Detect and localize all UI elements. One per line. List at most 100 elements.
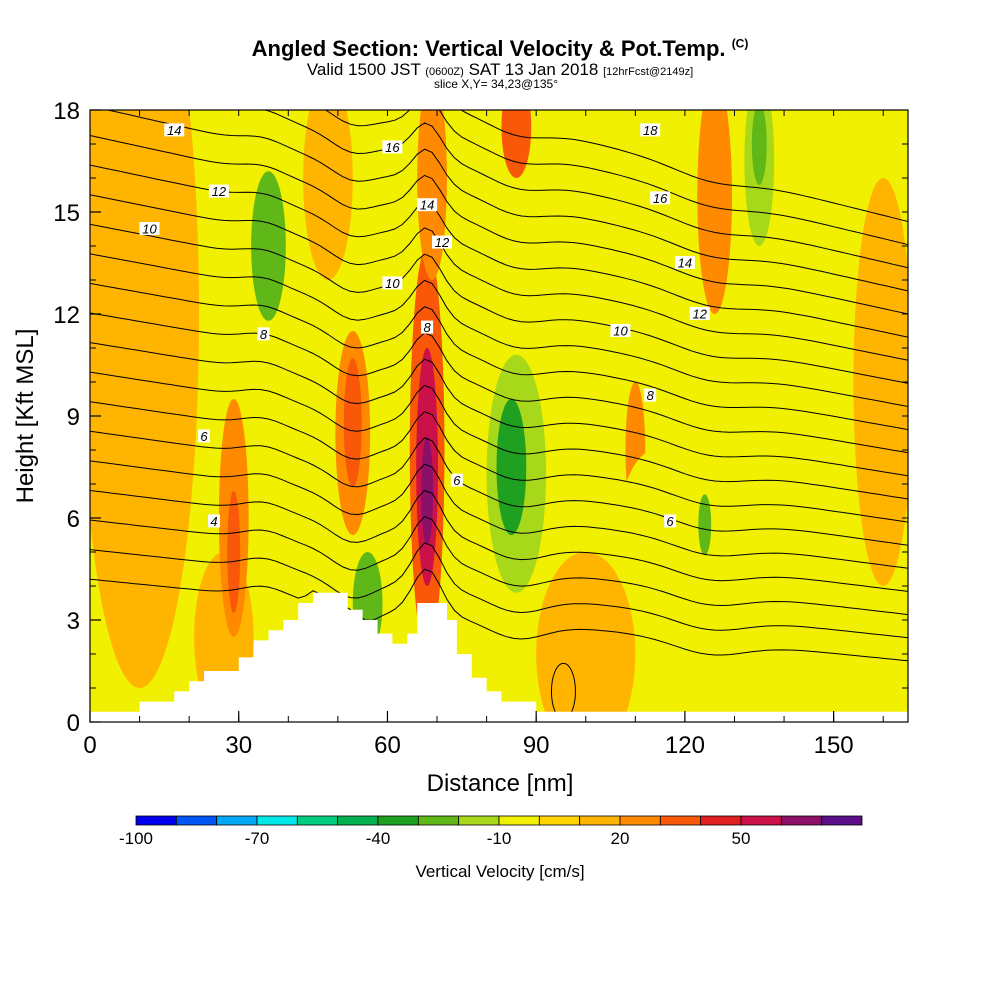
chart-title: Angled Section: Vertical Velocity & Pot.… [0, 36, 1000, 62]
valid-date: SAT 13 Jan 2018 [468, 60, 599, 79]
theta-contour-1 [90, 542, 908, 639]
theta-label-5: 8 [423, 320, 431, 335]
y-tick-label: 6 [67, 506, 80, 533]
theta-label-box-14 [417, 198, 438, 212]
theta-label-box-4 [257, 327, 270, 341]
x-tick-label: 150 [814, 732, 854, 759]
theta-label-6: 8 [647, 388, 655, 403]
colorbar-tick-label: -10 [487, 829, 512, 848]
theta-label-box-18 [640, 123, 661, 137]
colorbar-swatch-17 [821, 815, 863, 826]
theta-label-box-6 [644, 388, 657, 402]
colorbar-swatch-9 [498, 815, 540, 826]
y-axis-label: Height [Kft MSL] [12, 329, 39, 504]
y-tick-label: 9 [67, 404, 80, 431]
colorbar-swatch-0 [135, 815, 177, 826]
colorbar-swatch-10 [538, 815, 581, 826]
colorbar-label: Vertical Velocity [cm/s] [415, 862, 585, 881]
theta-label-box-13 [164, 123, 185, 137]
colorbar-swatch-7 [417, 815, 460, 826]
colorbar-tick-label: -100 [119, 829, 153, 848]
colorbar-swatch-13 [659, 815, 702, 826]
theta-label-box-1 [198, 429, 211, 443]
colorbar-swatch-16 [780, 815, 823, 826]
y-tick-label: 12 [53, 302, 80, 329]
theta-contour-7 [90, 371, 908, 500]
terrain [90, 592, 908, 722]
theta-contour-17 [262, 110, 908, 269]
theta-label-box-11 [431, 235, 452, 249]
theta-label-11: 12 [435, 235, 450, 250]
y-tick-label: 0 [67, 710, 80, 737]
colorbar-swatch-14 [700, 815, 742, 826]
chart-title-unit: (C) [731, 36, 749, 51]
theta-label-box-0 [207, 514, 220, 528]
theta-label-13: 14 [167, 123, 181, 138]
valid-time: Valid 1500 JST [306, 60, 421, 79]
y-tick-label: 3 [67, 608, 80, 635]
velocity-cell-20 [698, 494, 712, 556]
velocity-field [90, 110, 908, 722]
colorbar-swatch-6 [377, 815, 419, 826]
theta-label-3: 6 [666, 514, 674, 529]
theta-contour-3 [90, 489, 908, 592]
theta-contour-12 [90, 223, 908, 384]
theta-contour-18 [324, 110, 908, 246]
velocity-cell-3 [227, 490, 241, 614]
colorbar-tick-label: -70 [245, 829, 270, 848]
y-tick-label: 15 [53, 200, 80, 227]
colorbar-swatch-1 [175, 815, 218, 826]
colorbar-swatch-4 [296, 815, 339, 826]
y-tick-label: 18 [53, 98, 80, 125]
theta-label-4: 8 [260, 327, 268, 342]
chart-title-text: Angled Section: Vertical Velocity & Pot.… [251, 36, 726, 61]
theta-contour-10 [90, 282, 908, 431]
theta-contour-6 [90, 401, 908, 523]
theta-label-9: 10 [613, 324, 628, 339]
theta-label-8: 10 [385, 276, 400, 291]
velocity-cell-0 [90, 110, 200, 688]
colorbar-swatch-5 [337, 815, 379, 826]
x-tick-label: 60 [374, 732, 401, 759]
chart-subtitle: Valid 1500 JST (0600Z) SAT 13 Jan 2018 [… [0, 60, 1000, 80]
theta-label-14: 14 [420, 198, 434, 213]
theta-label-box-8 [382, 276, 403, 290]
theta-contour-4 [90, 460, 908, 569]
theta-label-0: 4 [210, 514, 217, 529]
contour-labels: 4 6 6 6 8 8 8 10 10 10 12 12 12 14 14 14 16 16 18 [139, 123, 710, 529]
velocity-cell-24 [536, 552, 636, 722]
theta-label-18: 18 [643, 123, 658, 138]
theta-label-box-12 [689, 307, 710, 320]
theta-contour-0 [90, 568, 908, 662]
x-axis-label: Distance [nm] [427, 770, 574, 797]
x-tick-label: 90 [523, 732, 550, 759]
velocity-cell-22 [751, 110, 767, 185]
theta-label-box-16 [382, 140, 403, 154]
colorbar-swatch-3 [256, 815, 298, 826]
axes: 0 30 60 90 120 150 0 3 6 9 12 15 18 [53, 98, 908, 759]
colorbar-swatch-11 [579, 815, 621, 826]
slice-info: slice X,Y= 34,23@135° [0, 77, 1000, 91]
terrain-mask [90, 592, 908, 722]
velocity-cell-23 [853, 178, 908, 586]
theta-contour-8 [90, 342, 908, 477]
theta-label-7: 10 [142, 222, 157, 237]
x-tick-label: 120 [665, 732, 705, 759]
theta-contour-19 [460, 110, 908, 222]
theta-label-box-10 [208, 184, 229, 198]
potential-temperature-contours [90, 110, 908, 720]
theta-label-2: 6 [453, 473, 461, 488]
velocity-cell-7 [343, 358, 362, 488]
theta-contour-5 [90, 430, 908, 546]
colorbar-tick-label: 20 [611, 829, 630, 848]
colorbar-tick-label: 50 [732, 829, 751, 848]
x-tick-label: 30 [225, 732, 252, 759]
theta-label-box-9 [610, 324, 631, 337]
theta-label-16: 16 [385, 140, 400, 155]
velocity-cell-4 [251, 171, 286, 321]
theta-contour-16 [105, 110, 908, 292]
x-tick-label: 0 [83, 732, 96, 759]
theta-contour-13 [90, 194, 908, 361]
theta-label-1: 6 [200, 429, 208, 444]
